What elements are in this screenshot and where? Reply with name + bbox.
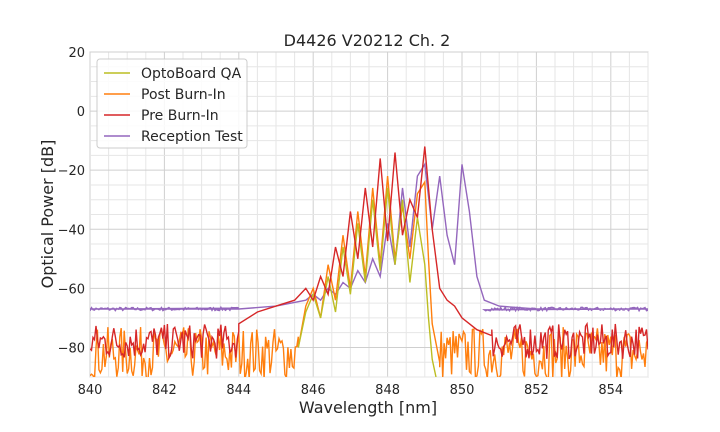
x-tick-label: 854 (598, 383, 623, 398)
series-line-pre-burn-in (90, 146, 648, 361)
y-tick-label: −60 (58, 282, 85, 297)
x-tick-label: 840 (78, 383, 103, 398)
legend-entry: OptoBoard QA (141, 66, 242, 82)
x-tick-label: 842 (152, 383, 177, 398)
legend-box (96, 58, 248, 149)
x-tick-label: 850 (450, 383, 475, 398)
series-line-post-burn-in (90, 176, 648, 377)
y-tick-label: −80 (58, 341, 85, 356)
legend: OptoBoard QA Post Burn-In Pre Burn-In Recep… (96, 58, 248, 149)
series-line-optoboard-qa (297, 187, 437, 377)
legend-entry: Post Burn-In (141, 87, 226, 103)
y-axis-ticks: 20 0 −20 −40 −60 −80 (58, 46, 85, 356)
x-tick-label: 848 (375, 383, 400, 398)
chart-title: D4426 V20212 Ch. 2 (284, 31, 451, 50)
legend-entry: Pre Burn-In (141, 108, 219, 124)
x-tick-label: 852 (524, 383, 549, 398)
y-tick-label: 20 (68, 46, 85, 61)
x-axis-label: Wavelength [nm] (299, 398, 437, 417)
x-tick-label: 846 (301, 383, 326, 398)
series-line-reception-test (90, 162, 648, 313)
y-tick-label: −20 (58, 164, 85, 179)
x-axis-ticks: 840 842 844 846 848 850 852 854 (78, 383, 624, 398)
y-tick-label: −40 (58, 223, 85, 238)
x-tick-label: 844 (226, 383, 251, 398)
y-axis-label: Optical Power [dB] (38, 140, 57, 289)
series-layer (90, 146, 648, 377)
legend-entry: Reception Test (141, 129, 243, 145)
y-tick-label: 0 (77, 105, 85, 120)
